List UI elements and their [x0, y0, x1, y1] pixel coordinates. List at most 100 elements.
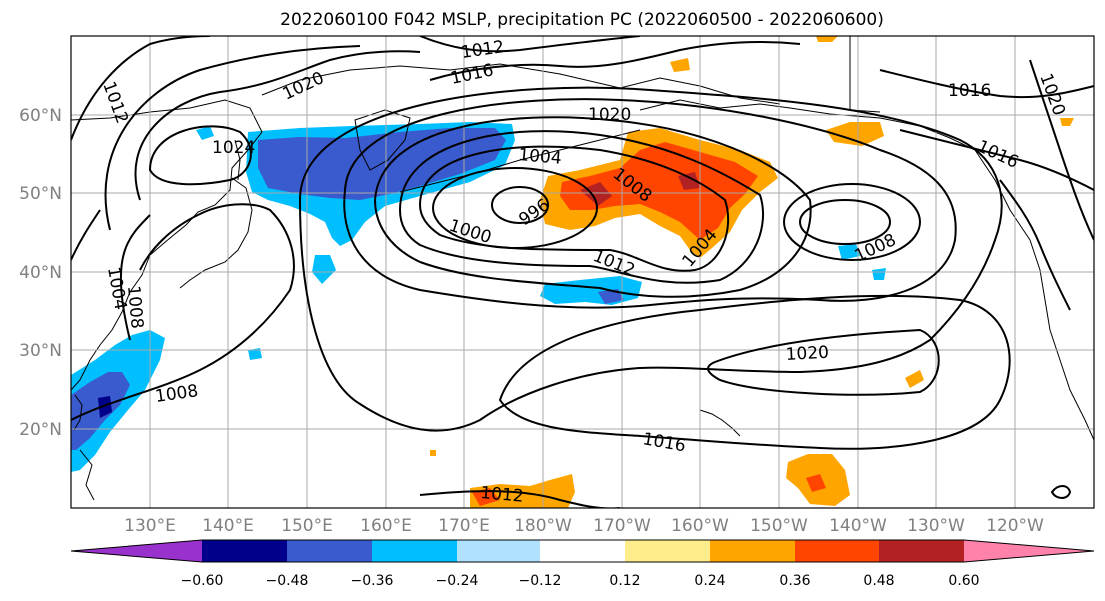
isobar-small-se: [1050, 485, 1072, 499]
lat-label: 60°N: [19, 106, 62, 126]
isobar-low-1004: [418, 145, 730, 272]
pos-anomaly-top: [670, 58, 690, 72]
map-area: 1012 1016 1020 1012 1024 1020 1004 1008 …: [71, 36, 1094, 508]
isobar-label: 1016: [948, 81, 991, 101]
isobar-1012-nw: [71, 36, 211, 141]
colorbar-segment-7: [710, 540, 795, 562]
pos-anomaly-top2: [816, 36, 838, 42]
neg-anomaly-nw-core: [258, 128, 506, 200]
lat-label: 20°N: [19, 420, 62, 440]
neg-anomaly-east: [838, 244, 860, 260]
isobar-label: 1012: [480, 483, 525, 507]
isobar-label: 1024: [212, 138, 255, 158]
isobar-1004-west: [71, 209, 101, 261]
lon-label: 170°E: [438, 516, 490, 536]
isobar-label: 1008: [123, 285, 147, 330]
isobar-1008-west: [71, 203, 295, 421]
colorbar-segment-8: [795, 540, 879, 562]
pos-anomaly-south-east-core: [806, 474, 826, 492]
lon-label: 160°W: [671, 516, 729, 536]
isobar-label: 1020: [785, 343, 829, 365]
pos-anomaly-top3: [1060, 118, 1074, 126]
colorbar-label: −0.24: [436, 573, 479, 589]
colorbar-label: 0.12: [609, 573, 640, 589]
isobar-high-east: [799, 199, 891, 245]
colorbar-label: 0.24: [694, 573, 725, 589]
isobar-1020-south: [707, 328, 940, 396]
colorbar-label: −0.48: [266, 573, 309, 589]
lat-label: 30°N: [19, 341, 62, 361]
isobar-1016-top: [429, 41, 801, 81]
coast-siberia: [261, 63, 781, 105]
colorbar-segment-0: [71, 540, 202, 562]
coast-alaska: [639, 99, 1031, 241]
colorbar-label: 0.48: [863, 573, 894, 589]
figure-title: 2022060100 F042 MSLP, precipitation PC (…: [280, 10, 884, 30]
isobar-label: 1004: [518, 145, 563, 169]
colorbar-label: 0.60: [948, 573, 979, 589]
colorbar-labels: −0.60 −0.48 −0.36 −0.24 −0.12 0.12 0.24 …: [181, 573, 980, 589]
isobar-1012-ne: [999, 179, 1071, 311]
isobar-low-1012: [373, 116, 812, 298]
colorbar-segment-1: [202, 540, 287, 562]
colorbar: [70, 539, 1095, 563]
map-frame: [70, 35, 1095, 509]
isobar-1016-main: [343, 98, 957, 309]
isobar-1020-nw: [134, 50, 421, 201]
coast-na-west: [1029, 239, 1094, 441]
coast-philippines: [79, 449, 95, 501]
lon-label: 130°W: [907, 516, 965, 536]
isobar-1008-asia: [119, 214, 151, 341]
isobar-1016-ne2: [899, 129, 1094, 191]
isobar-1024: [148, 125, 252, 186]
lon-label: 160°E: [360, 516, 412, 536]
lon-label: 140°W: [829, 516, 887, 536]
lon-label: 150°W: [750, 516, 808, 536]
coast-sakhalin: [234, 139, 241, 181]
isobar-label: 1020: [588, 105, 631, 125]
colorbar-segment-3: [372, 540, 457, 562]
colorbar-segment-5: [540, 540, 625, 562]
isobar-high-east-1008: [783, 183, 921, 261]
lon-label: 170°W: [593, 516, 651, 536]
colorbar-outline: [70, 539, 1095, 563]
latitude-labels: 60°N 50°N 40°N 30°N 20°N: [19, 106, 62, 440]
lon-label: 150°E: [281, 516, 333, 536]
lon-label: 120°W: [986, 516, 1044, 536]
neg-anomaly-sw-dark: [98, 396, 112, 418]
isobar-1016-south: [498, 294, 1011, 450]
isobar-1020-main: [298, 86, 1003, 432]
pos-anomaly-far-ne: [826, 122, 884, 146]
isobar-low-996: [491, 186, 549, 224]
lon-label: 180°W: [514, 516, 572, 536]
coast-hawaii: [699, 409, 741, 437]
isobar-1016-ne: [879, 69, 1094, 99]
lon-label: 130°E: [124, 516, 176, 536]
colorbar-segment-6: [625, 540, 710, 562]
pos-anomaly-small1: [430, 450, 436, 456]
pos-anomaly-ne-strong2: [678, 172, 700, 190]
neg-anomaly-small: [196, 126, 214, 140]
coast-asia: [71, 99, 263, 391]
colorbar-label: −0.36: [351, 573, 394, 589]
colorbar-segment-4: [457, 540, 540, 562]
colorbar-segment-9: [879, 540, 964, 562]
lon-label: 140°E: [202, 516, 254, 536]
coastlines: [71, 36, 1094, 501]
coast-japan: [179, 177, 253, 289]
isobar-1020-ne: [1029, 59, 1094, 241]
coast-aleutians: [399, 129, 641, 193]
isobar-low-1008: [398, 130, 765, 284]
pos-anomaly-ne-strong: [580, 182, 612, 206]
neg-anomaly-east2: [872, 268, 886, 280]
colorbar-segment-10: [964, 540, 1094, 562]
colorbar-label: 0.36: [779, 573, 810, 589]
gridlines: [71, 36, 1094, 508]
isobar-1016-nw: [104, 45, 361, 231]
lat-label: 40°N: [19, 263, 62, 283]
longitude-labels: 130°E 140°E 150°E 160°E 170°E 180°W 170°…: [124, 516, 1044, 536]
colorbar-label: −0.12: [519, 573, 562, 589]
coast-taiwan: [73, 394, 83, 431]
colorbar-segment-2: [287, 540, 372, 562]
